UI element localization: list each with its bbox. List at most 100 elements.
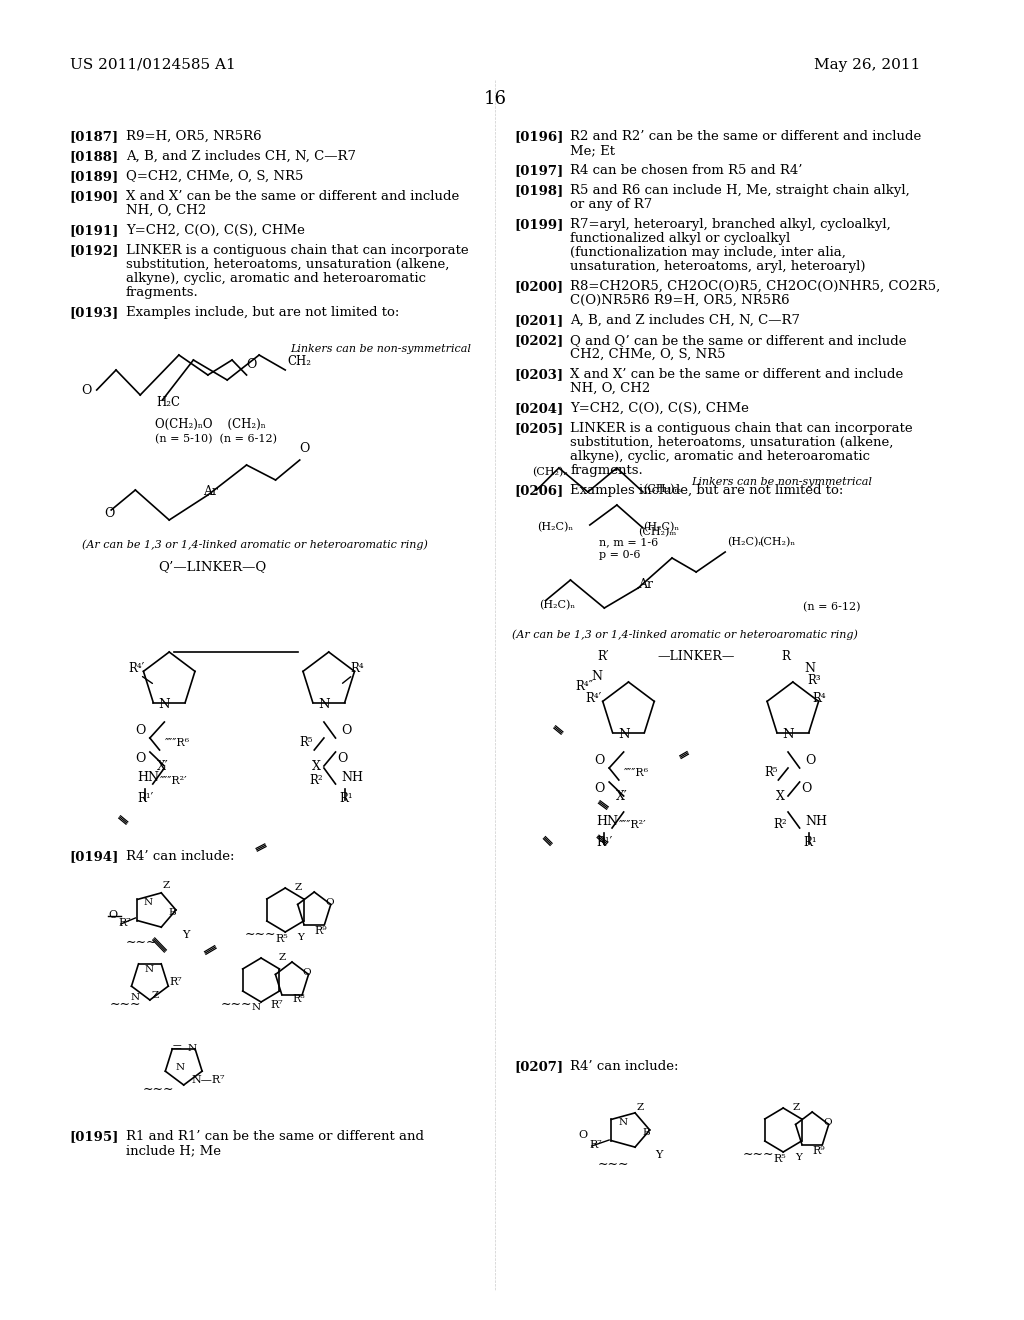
Text: O(CH₂)ₙO    (CH₂)ₙ: O(CH₂)ₙO (CH₂)ₙ bbox=[155, 418, 265, 432]
Text: O: O bbox=[82, 384, 92, 397]
Text: ∼∼∼: ∼∼∼ bbox=[143, 1082, 175, 1096]
Text: [0206]: [0206] bbox=[514, 484, 563, 498]
Text: Y: Y bbox=[182, 931, 189, 940]
Text: O: O bbox=[341, 723, 351, 737]
Text: X′: X′ bbox=[157, 760, 168, 774]
Text: 16: 16 bbox=[483, 90, 507, 108]
Text: Z: Z bbox=[295, 883, 302, 892]
Text: Q=CH2, CHMe, O, S, NR5: Q=CH2, CHMe, O, S, NR5 bbox=[126, 170, 303, 183]
Text: CH2, CHMe, O, S, NR5: CH2, CHMe, O, S, NR5 bbox=[570, 348, 726, 360]
Text: R⁴′: R⁴′ bbox=[129, 663, 144, 675]
Text: R1 and R1’ can be the same or different and: R1 and R1’ can be the same or different … bbox=[126, 1130, 424, 1143]
Text: (CH₂)ₘ: (CH₂)ₘ bbox=[643, 483, 681, 494]
Text: O: O bbox=[595, 781, 605, 795]
Text: May 26, 2011: May 26, 2011 bbox=[814, 58, 921, 73]
Text: O: O bbox=[326, 898, 335, 907]
Text: R⁴: R⁴ bbox=[350, 663, 364, 675]
Text: R5 and R6 can include H, Me, straight chain alkyl,: R5 and R6 can include H, Me, straight ch… bbox=[570, 183, 910, 197]
Text: O: O bbox=[300, 442, 310, 455]
Text: substitution, heteroatoms, unsaturation (alkene,: substitution, heteroatoms, unsaturation … bbox=[126, 257, 450, 271]
Text: [0188]: [0188] bbox=[70, 150, 119, 162]
Text: ∼∼∼: ∼∼∼ bbox=[598, 1158, 629, 1171]
Text: ∼∼∼: ∼∼∼ bbox=[126, 936, 158, 949]
Text: Linkers can be non-symmetrical: Linkers can be non-symmetrical bbox=[290, 345, 471, 354]
Text: [0193]: [0193] bbox=[70, 306, 119, 319]
Text: [0187]: [0187] bbox=[70, 129, 119, 143]
Text: [0203]: [0203] bbox=[514, 368, 563, 381]
Text: ″″″R²′: ″″″R²′ bbox=[618, 820, 646, 830]
Text: O: O bbox=[823, 1118, 833, 1127]
Text: R⁵: R⁵ bbox=[764, 766, 777, 779]
Text: [0201]: [0201] bbox=[514, 314, 563, 327]
Text: O: O bbox=[806, 754, 816, 767]
Text: R⁵: R⁵ bbox=[275, 935, 288, 944]
Text: ″″″R⁶: ″″″R⁶ bbox=[165, 738, 189, 748]
Text: R⁴′: R⁴′ bbox=[585, 692, 601, 705]
Text: ″″″R²′: ″″″R²′ bbox=[160, 776, 187, 785]
Text: (CH₂)ₙ: (CH₂)ₙ bbox=[531, 467, 568, 477]
Text: N: N bbox=[617, 729, 630, 741]
Text: N: N bbox=[187, 1044, 197, 1053]
Text: [0200]: [0200] bbox=[514, 280, 563, 293]
Text: [0199]: [0199] bbox=[514, 218, 564, 231]
Text: X′: X′ bbox=[615, 789, 628, 803]
Text: [0198]: [0198] bbox=[514, 183, 563, 197]
Text: B: B bbox=[642, 1129, 649, 1137]
Text: [0196]: [0196] bbox=[514, 129, 564, 143]
Text: H₂C: H₂C bbox=[157, 396, 180, 409]
Text: ∼∼∼: ∼∼∼ bbox=[245, 928, 276, 941]
Text: R9=H, OR5, NR5R6: R9=H, OR5, NR5R6 bbox=[126, 129, 261, 143]
Text: (n = 6-12): (n = 6-12) bbox=[803, 602, 860, 612]
Text: Q’—LINKER—Q: Q’—LINKER—Q bbox=[159, 560, 267, 573]
Text: N: N bbox=[159, 698, 170, 711]
Text: n, m = 1-6: n, m = 1-6 bbox=[599, 537, 658, 546]
Text: alkyne), cyclic, aromatic and heteroaromatic: alkyne), cyclic, aromatic and heteroarom… bbox=[570, 450, 870, 463]
Text: Examples include, but are not limited to:: Examples include, but are not limited to… bbox=[126, 306, 399, 319]
Text: N: N bbox=[130, 993, 139, 1002]
Text: A, B, and Z includes CH, N, C—R7: A, B, and Z includes CH, N, C—R7 bbox=[570, 314, 801, 327]
Text: ″″″R⁶: ″″″R⁶ bbox=[624, 768, 649, 777]
Text: R2 and R2’ can be the same or different and include: R2 and R2’ can be the same or different … bbox=[570, 129, 922, 143]
Text: B: B bbox=[168, 908, 176, 917]
Text: [0204]: [0204] bbox=[514, 403, 563, 414]
Text: (H₂C)ₙ: (H₂C)ₙ bbox=[727, 537, 763, 546]
Text: R4 can be chosen from R5 and R4’: R4 can be chosen from R5 and R4’ bbox=[570, 164, 803, 177]
Text: X: X bbox=[776, 789, 785, 803]
Text: O: O bbox=[595, 754, 605, 767]
Text: Y: Y bbox=[297, 933, 304, 942]
Text: N: N bbox=[318, 698, 330, 711]
Text: [0195]: [0195] bbox=[70, 1130, 119, 1143]
Text: Z: Z bbox=[152, 991, 159, 1001]
Text: O: O bbox=[303, 968, 311, 977]
Text: C(O)NR5R6 R9=H, OR5, NR5R6: C(O)NR5R6 R9=H, OR5, NR5R6 bbox=[570, 294, 791, 308]
Text: R⁴″: R⁴″ bbox=[575, 680, 593, 693]
Text: [0202]: [0202] bbox=[514, 334, 563, 347]
Text: Y=CH2, C(O), C(S), CHMe: Y=CH2, C(O), C(S), CHMe bbox=[126, 224, 304, 238]
Text: substitution, heteroatoms, unsaturation (alkene,: substitution, heteroatoms, unsaturation … bbox=[570, 436, 894, 449]
Text: [0205]: [0205] bbox=[514, 422, 563, 436]
Text: (Ar can be 1,3 or 1,4-linked aromatic or heteroaromatic ring): (Ar can be 1,3 or 1,4-linked aromatic or… bbox=[512, 630, 858, 640]
Text: R⁷: R⁷ bbox=[169, 977, 182, 987]
Text: R⁷: R⁷ bbox=[118, 917, 131, 928]
Text: (Ar can be 1,3 or 1,4-linked aromatic or heteroaromatic ring): (Ar can be 1,3 or 1,4-linked aromatic or… bbox=[82, 540, 428, 550]
Text: or any of R7: or any of R7 bbox=[570, 198, 652, 211]
Text: Y: Y bbox=[795, 1152, 802, 1162]
Text: (n = 5-10)  (n = 6-12): (n = 5-10) (n = 6-12) bbox=[155, 434, 276, 444]
Text: include H; Me: include H; Me bbox=[126, 1144, 221, 1158]
Text: R¹: R¹ bbox=[804, 836, 817, 849]
Text: X: X bbox=[312, 760, 322, 774]
Text: Me; Et: Me; Et bbox=[570, 144, 615, 157]
Text: R⁵: R⁵ bbox=[300, 737, 313, 748]
Text: unsaturation, heteroatoms, aryl, heteroaryl): unsaturation, heteroatoms, aryl, heteroa… bbox=[570, 260, 866, 273]
Text: functionalized alkyl or cycloalkyl: functionalized alkyl or cycloalkyl bbox=[570, 232, 791, 246]
Text: (CH₂)ₘ: (CH₂)ₘ bbox=[638, 527, 677, 537]
Text: (CH₂)ₙ: (CH₂)ₙ bbox=[759, 537, 796, 546]
Text: [0194]: [0194] bbox=[70, 850, 119, 863]
Text: LINKER is a contiguous chain that can incorporate: LINKER is a contiguous chain that can in… bbox=[126, 244, 468, 257]
Text: R⁹: R⁹ bbox=[314, 927, 327, 936]
Text: NH, O, CH2: NH, O, CH2 bbox=[570, 381, 650, 395]
Text: HN: HN bbox=[597, 814, 618, 828]
Text: (H₂C)ₙ: (H₂C)ₙ bbox=[643, 521, 679, 532]
Text: R4’ can include:: R4’ can include: bbox=[126, 850, 234, 863]
Text: R: R bbox=[781, 649, 791, 663]
